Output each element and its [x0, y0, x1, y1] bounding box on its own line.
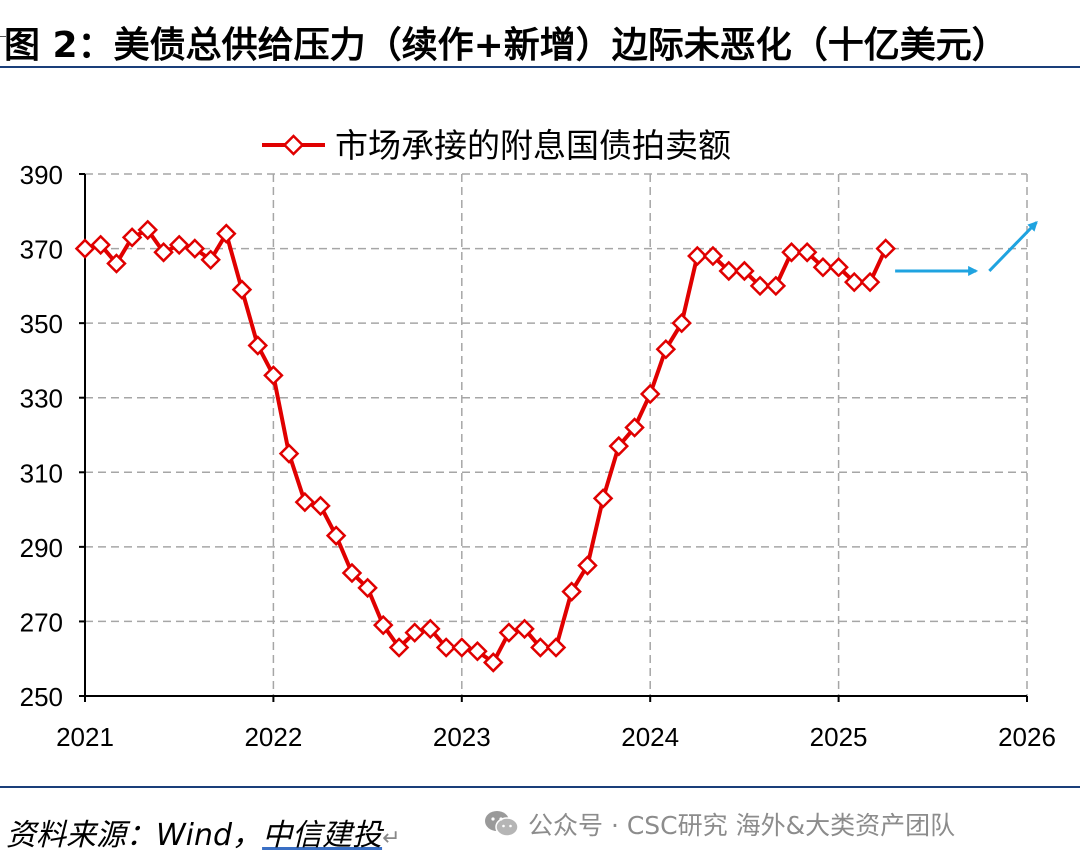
data-point	[734, 260, 755, 282]
y-tick-label: 310	[20, 458, 63, 488]
legend-marker-diamond	[282, 134, 305, 156]
data-point	[467, 640, 488, 662]
data-point	[624, 417, 645, 438]
data-point	[121, 227, 143, 248]
data-point	[404, 622, 425, 643]
data-point	[388, 637, 410, 658]
data-point	[608, 435, 630, 457]
data-point	[859, 271, 881, 293]
data-point	[137, 219, 159, 241]
return-mark: ↵	[382, 826, 401, 851]
data-point	[498, 622, 520, 643]
data-point	[74, 238, 96, 259]
figure-footer: 资料来源：Wind，中信建投↵ 公众号 · CSC研究 海外&大类资产团队	[0, 786, 1080, 861]
data-point	[420, 618, 441, 640]
x-tick-label: 2021	[56, 722, 114, 752]
data-point	[530, 637, 551, 658]
data-point	[435, 637, 457, 658]
data-point	[639, 383, 661, 405]
footer-divider	[0, 786, 1080, 788]
y-tick-label: 390	[20, 160, 63, 190]
x-tick-label: 2022	[244, 722, 302, 752]
data-point	[231, 279, 253, 300]
arrow-up-right-icon	[988, 221, 1038, 272]
data-point	[828, 256, 849, 278]
data-point	[781, 242, 802, 263]
chart-area: 250 270 290 310 330 350 370 390 2021 2022 2023 2024…	[20, 126, 1056, 752]
data-point	[294, 491, 316, 513]
data-point	[812, 256, 834, 278]
data-point	[278, 443, 300, 464]
source-name: Wind，	[156, 818, 263, 853]
source-label: 资料来源：	[6, 818, 156, 853]
data-point	[687, 245, 708, 267]
data-point	[482, 652, 504, 673]
data-point	[718, 260, 740, 282]
data-point	[765, 275, 787, 297]
data-point	[514, 618, 535, 640]
data-point	[372, 614, 394, 636]
data-point	[247, 335, 269, 356]
x-tick-label: 2024	[621, 722, 679, 752]
y-tick-label: 370	[20, 235, 63, 265]
wechat-icon	[485, 811, 519, 837]
source-note: 资料来源：Wind，中信建投↵	[6, 810, 401, 854]
figure-header: 图 2：美债总供给压力（续作+新增）边际未恶化（十亿美元）	[0, 0, 1080, 70]
data-point	[263, 365, 284, 386]
y-tick-label: 270	[20, 607, 63, 637]
data-point	[545, 637, 567, 658]
data-point	[216, 223, 237, 244]
data-point	[749, 275, 771, 297]
legend-label: 市场承接的附息国债拍卖额	[335, 126, 731, 165]
x-tick-label: 2026	[998, 722, 1056, 752]
data-point	[90, 234, 111, 256]
x-tick-label: 2025	[810, 722, 868, 752]
data-point	[655, 338, 677, 360]
figure-title: 图 2：美债总供给压力（续作+新增）边际未恶化（十亿美元）	[4, 25, 1008, 66]
data-point	[451, 637, 473, 658]
data-point	[592, 488, 614, 509]
left-tick-mark	[0, 36, 6, 37]
data-point	[702, 245, 724, 267]
y-tick-label: 350	[20, 309, 63, 339]
data-point	[325, 525, 347, 546]
y-tick-label: 250	[20, 682, 63, 712]
y-tick-label: 330	[20, 384, 63, 414]
x-tick-label: 2023	[433, 722, 491, 752]
watermark: 公众号 · CSC研究 海外&大类资产团队	[484, 806, 955, 842]
data-point	[843, 271, 865, 293]
data-point	[106, 253, 127, 274]
data-point	[310, 495, 331, 517]
y-tick-label: 290	[20, 533, 63, 563]
data-point	[153, 242, 174, 263]
title-divider	[0, 66, 1080, 68]
series-line	[84, 227, 888, 665]
data-point	[875, 238, 896, 259]
data-point	[671, 312, 692, 334]
data-point	[184, 238, 206, 259]
data-point	[200, 249, 221, 271]
data-point	[357, 577, 378, 599]
source-org: 中信建投	[262, 818, 383, 853]
data-point	[577, 555, 598, 576]
data-point	[341, 562, 363, 584]
watermark-text: 公众号 · CSC研究 海外&大类资产团队	[528, 811, 956, 840]
data-point	[168, 234, 190, 256]
data-point	[561, 581, 582, 602]
data-point	[796, 242, 818, 263]
